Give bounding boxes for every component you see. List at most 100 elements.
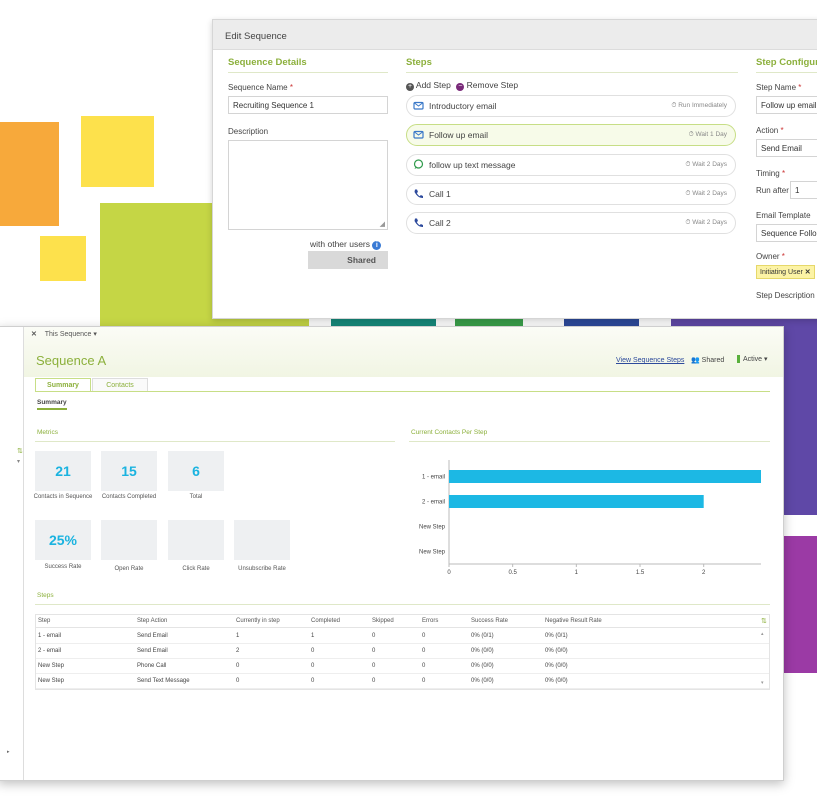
table-cell: Send Email xyxy=(137,633,168,639)
close-tab-icon[interactable]: ✕ xyxy=(31,331,37,338)
scroll-down-icon[interactable]: ▾ xyxy=(17,459,21,465)
table-cell: 0 xyxy=(372,663,376,669)
table-cell: 0% (0/0) xyxy=(545,648,568,654)
scroll-up-icon[interactable]: ▴ xyxy=(761,631,764,637)
table-cell: Send Email xyxy=(137,648,168,654)
table-cell: New Step xyxy=(38,663,65,669)
table-cell: 0 xyxy=(372,678,376,684)
sequence-title: Sequence A xyxy=(36,353,107,368)
table-cell: 0% (0/1) xyxy=(471,633,494,639)
edit-sequence-title: Edit Sequence xyxy=(213,20,817,50)
remove-step-button[interactable]: − Remove Step xyxy=(456,80,519,91)
sequence-details-section: Sequence Details Sequence Name * Recruit… xyxy=(228,57,388,230)
table-row[interactable]: New Step Phone Call 0 0 0 0 0% (0/0) 0% (0/0) xyxy=(36,659,769,674)
subtab-summary[interactable]: Summary xyxy=(37,399,67,410)
table-row[interactable]: New Step Send Text Message 0 0 0 0 0% (0/0) 0% … xyxy=(36,674,769,689)
step-item[interactable]: Call 2 ⏱ Wait 2 Days xyxy=(406,212,736,234)
add-step-button[interactable]: + Add Step xyxy=(406,80,451,91)
scroll-right-icon[interactable]: ▸ xyxy=(7,749,10,755)
decor-square-yellow-small xyxy=(40,236,86,281)
table-cell: 0% (0/0) xyxy=(471,678,494,684)
metric-card xyxy=(168,520,224,560)
chart-category-label: New Step xyxy=(419,550,446,556)
sequence-name-input[interactable]: Recruiting Sequence 1 xyxy=(228,96,388,114)
step-configuration-heading: Step Configura xyxy=(756,57,817,73)
table-cell: 1 - email xyxy=(38,633,62,639)
metric-value xyxy=(234,520,290,532)
metric-label: Total xyxy=(189,494,203,500)
table-cell: 0% (0/0) xyxy=(471,663,494,669)
email-template-select[interactable]: Sequence Follo xyxy=(756,224,817,242)
email-icon xyxy=(413,130,424,139)
table-cell: 1 xyxy=(311,633,315,639)
chart-x-tick-label: 1 xyxy=(575,570,579,576)
column-header[interactable]: Step xyxy=(38,618,51,624)
share-with-users-label: with other users i xyxy=(310,239,382,250)
status-dropdown[interactable]: Active ▾ xyxy=(737,355,768,363)
refresh-icon[interactable]: ⇅ xyxy=(17,448,23,455)
refresh-icon[interactable]: ⇅ xyxy=(761,618,767,625)
sequence-details-heading: Sequence Details xyxy=(228,57,388,73)
table-row[interactable]: 2 - email Send Email 2 0 0 0 0% (0/0) 0% (0/0) xyxy=(36,644,769,659)
step-item-selected[interactable]: Follow up email ⏱ Wait 1 Day xyxy=(406,124,736,146)
table-cell: 2 xyxy=(236,648,240,654)
step-description-label: Step Description xyxy=(756,291,815,300)
metric-card: 6 xyxy=(168,451,224,491)
table-row[interactable]: 1 - email Send Email 1 1 0 0 0% (0/1) 0% (0/1) xyxy=(36,629,769,644)
metric-label: Contacts in Sequence xyxy=(33,494,93,500)
dropdown-icon[interactable]: ▾ xyxy=(93,331,97,338)
column-header[interactable]: Negative Result Rate xyxy=(545,618,602,624)
sequence-window: ✕ This Sequence ▾ Sequence A View Sequen… xyxy=(0,326,784,781)
edit-sequence-window: Edit Sequence Sequence Details Sequence … xyxy=(212,19,817,319)
table-cell: Phone Call xyxy=(137,663,167,669)
run-after-label: Run after xyxy=(756,186,789,195)
required-mark: * xyxy=(289,83,293,92)
shared-toggle-button[interactable]: Shared xyxy=(308,251,388,269)
metric-card: 25% xyxy=(35,520,91,560)
description-textarea[interactable]: ◢ xyxy=(228,140,388,230)
metric-value: 15 xyxy=(121,463,137,479)
metric-value xyxy=(168,520,224,532)
column-header[interactable]: Success Rate xyxy=(471,618,509,624)
run-after-input[interactable]: 1 xyxy=(790,181,817,199)
step-configuration-section: Step Configura Step Name * Follow up ema… xyxy=(756,57,817,300)
step-item[interactable]: follow up text message ⏱ Wait 2 Days xyxy=(406,154,736,176)
metrics-heading: Metrics xyxy=(37,429,58,436)
step-item[interactable]: Introductory email ⏱ Run Immediately xyxy=(406,95,736,117)
sequence-name-label: Sequence Name xyxy=(228,83,288,92)
description-label: Description xyxy=(228,127,269,136)
metric-value: 6 xyxy=(192,463,200,479)
table-cell: 1 xyxy=(236,633,240,639)
action-label: Action xyxy=(756,126,779,135)
scroll-down-icon[interactable]: ▾ xyxy=(761,680,764,686)
action-select[interactable]: Send Email xyxy=(756,139,817,157)
resize-handle-icon[interactable]: ◢ xyxy=(379,221,385,228)
chart-heading: Current Contacts Per Step xyxy=(411,429,488,436)
step-item[interactable]: Call 1 ⏱ Wait 2 Days xyxy=(406,183,736,205)
tab-contacts[interactable]: Contacts xyxy=(92,378,148,391)
chat-icon xyxy=(413,159,424,169)
column-header[interactable]: Errors xyxy=(422,618,439,624)
view-sequence-steps-link[interactable]: View Sequence Steps xyxy=(616,357,685,364)
column-header[interactable]: Currently in step xyxy=(236,618,280,624)
tab-summary[interactable]: Summary xyxy=(35,378,91,392)
decor-square-yellow xyxy=(81,116,154,187)
plus-circle-icon: + xyxy=(406,83,414,91)
decor-square-magenta xyxy=(784,536,817,673)
column-header[interactable]: Step Action xyxy=(137,618,168,624)
column-header[interactable]: Completed xyxy=(311,618,341,624)
step-name-input[interactable]: Follow up email xyxy=(756,96,817,114)
info-icon[interactable]: i xyxy=(372,241,382,250)
column-header[interactable]: Skipped xyxy=(372,618,394,624)
shared-indicator[interactable]: 👥 Shared xyxy=(691,357,725,364)
owner-tag[interactable]: Initiating User ✕ xyxy=(756,265,815,279)
metric-value xyxy=(101,520,157,532)
steps-table: Step Step Action Currently in step Complete… xyxy=(35,614,770,690)
chart-x-tick-label: 0 xyxy=(447,570,451,576)
table-cell: 0% (0/1) xyxy=(545,633,568,639)
top-tab-label[interactable]: This Sequence xyxy=(44,331,92,338)
timing-label: Timing xyxy=(756,169,780,178)
remove-tag-icon[interactable]: ✕ xyxy=(804,269,811,276)
metric-label: Success Rate xyxy=(44,564,82,570)
metric-card: 15 xyxy=(101,451,157,491)
